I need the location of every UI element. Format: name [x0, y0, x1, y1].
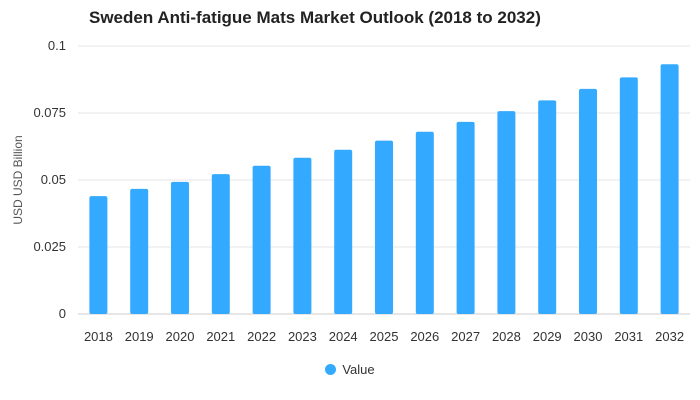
x-tick-label: 2032 — [655, 329, 684, 344]
bar-2023 — [293, 157, 312, 314]
y-tick-label: 0.1 — [48, 38, 66, 53]
x-tick-label: 2029 — [533, 329, 562, 344]
legend-label: Value — [342, 362, 375, 377]
legend-marker — [325, 364, 337, 375]
bar-2022 — [252, 165, 271, 314]
y-tick-label: 0.075 — [33, 105, 66, 120]
bar-2020 — [171, 181, 189, 314]
x-tick-label: 2030 — [574, 329, 603, 344]
x-tick-label: 2028 — [492, 329, 521, 344]
chart-title: Sweden Anti-fatigue Mats Market Outlook … — [89, 8, 541, 27]
bar-2027 — [456, 121, 475, 315]
bar-2026 — [415, 131, 434, 314]
bar-2024 — [334, 149, 353, 314]
bar-2018 — [89, 196, 108, 314]
bar-2032 — [660, 64, 679, 314]
x-tick-label: 2026 — [410, 329, 439, 344]
bar-2028 — [497, 111, 516, 315]
bar-2025 — [375, 140, 393, 314]
x-tick-label: 2020 — [166, 329, 195, 344]
bar-2031 — [619, 77, 638, 314]
bar-2029 — [538, 100, 557, 315]
bar-2019 — [130, 188, 149, 314]
bar-2030 — [579, 88, 597, 314]
x-tick-label: 2025 — [370, 329, 399, 344]
bar-2021 — [211, 174, 230, 314]
x-tick-label: 2024 — [329, 329, 358, 344]
x-tick-label: 2018 — [84, 329, 113, 344]
y-tick-label: 0.025 — [33, 239, 66, 254]
y-tick-label: 0.05 — [41, 172, 66, 187]
x-tick-label: 2031 — [614, 329, 643, 344]
x-tick-label: 2019 — [125, 329, 154, 344]
x-tick-label: 2021 — [206, 329, 235, 344]
x-tick-label: 2027 — [451, 329, 480, 344]
x-tick-label: 2023 — [288, 329, 317, 344]
legend[interactable]: Value — [0, 362, 700, 377]
y-tick-label: 0 — [59, 306, 66, 321]
x-tick-label: 2022 — [247, 329, 276, 344]
